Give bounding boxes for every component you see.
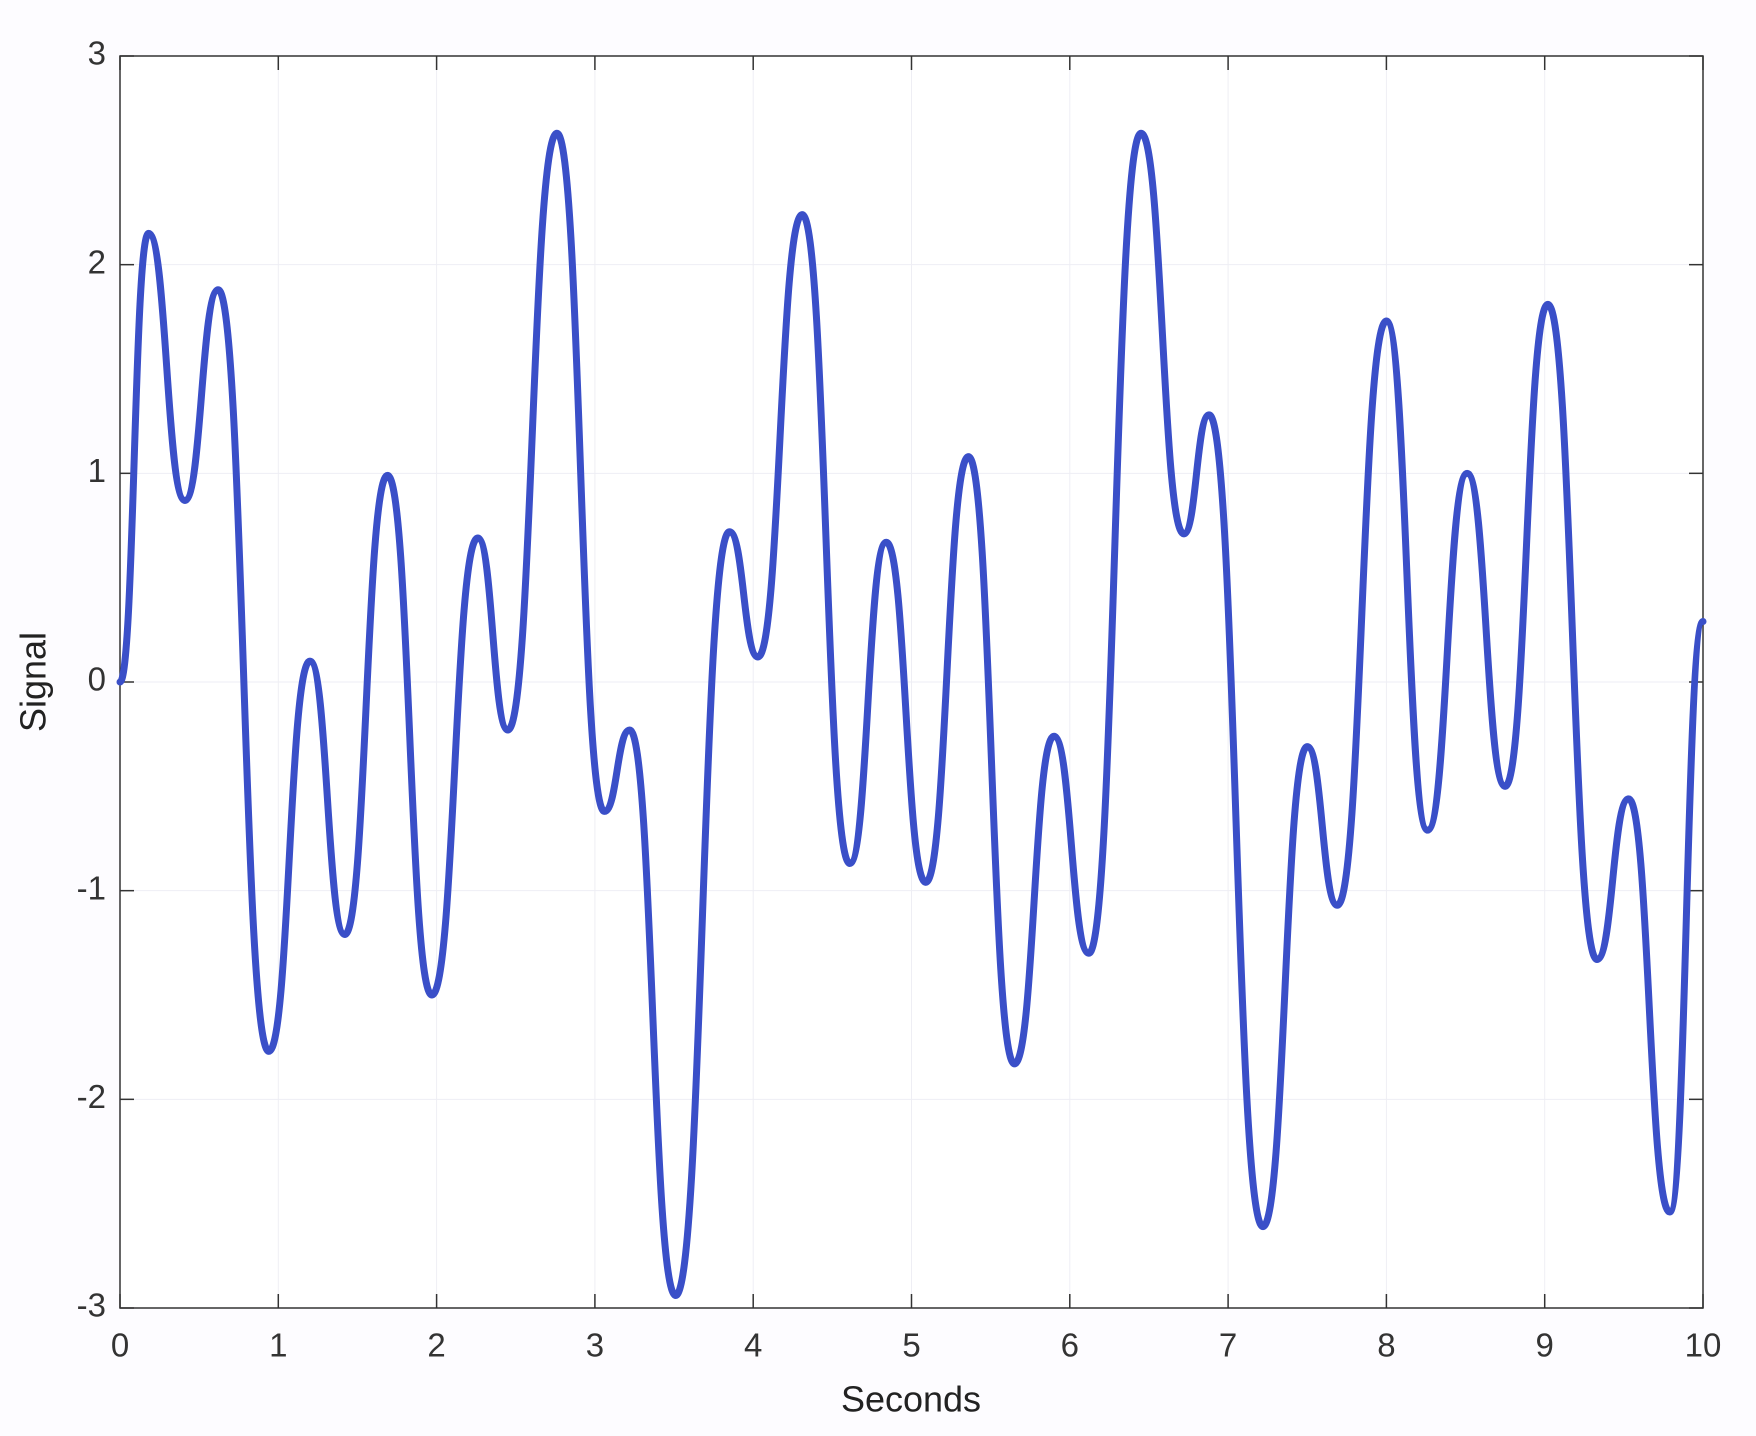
y-tick-label: 3 xyxy=(88,35,106,72)
y-tick-label: 1 xyxy=(88,452,106,489)
x-tick-label: 3 xyxy=(586,1327,604,1364)
y-tick-label: 0 xyxy=(88,661,106,698)
y-tick-label: -2 xyxy=(77,1078,106,1115)
y-tick-label: -1 xyxy=(77,869,106,906)
x-tick-label: 9 xyxy=(1536,1327,1554,1364)
y-tick-label: -3 xyxy=(77,1287,106,1324)
x-tick-label: 7 xyxy=(1219,1327,1237,1364)
x-tick-label: 1 xyxy=(269,1327,287,1364)
x-tick-label: 0 xyxy=(111,1327,129,1364)
x-tick-label: 5 xyxy=(902,1327,920,1364)
x-axis-label: Seconds xyxy=(841,1379,981,1420)
y-tick-label: 2 xyxy=(88,243,106,280)
x-tick-label: 10 xyxy=(1685,1327,1722,1364)
y-axis-label: Signal xyxy=(13,632,54,732)
signal-line xyxy=(116,129,1707,1299)
x-tick-label: 8 xyxy=(1377,1327,1395,1364)
x-tick-label: 2 xyxy=(427,1327,445,1364)
x-tick-label: 4 xyxy=(744,1327,762,1364)
x-tick-label: 6 xyxy=(1061,1327,1079,1364)
